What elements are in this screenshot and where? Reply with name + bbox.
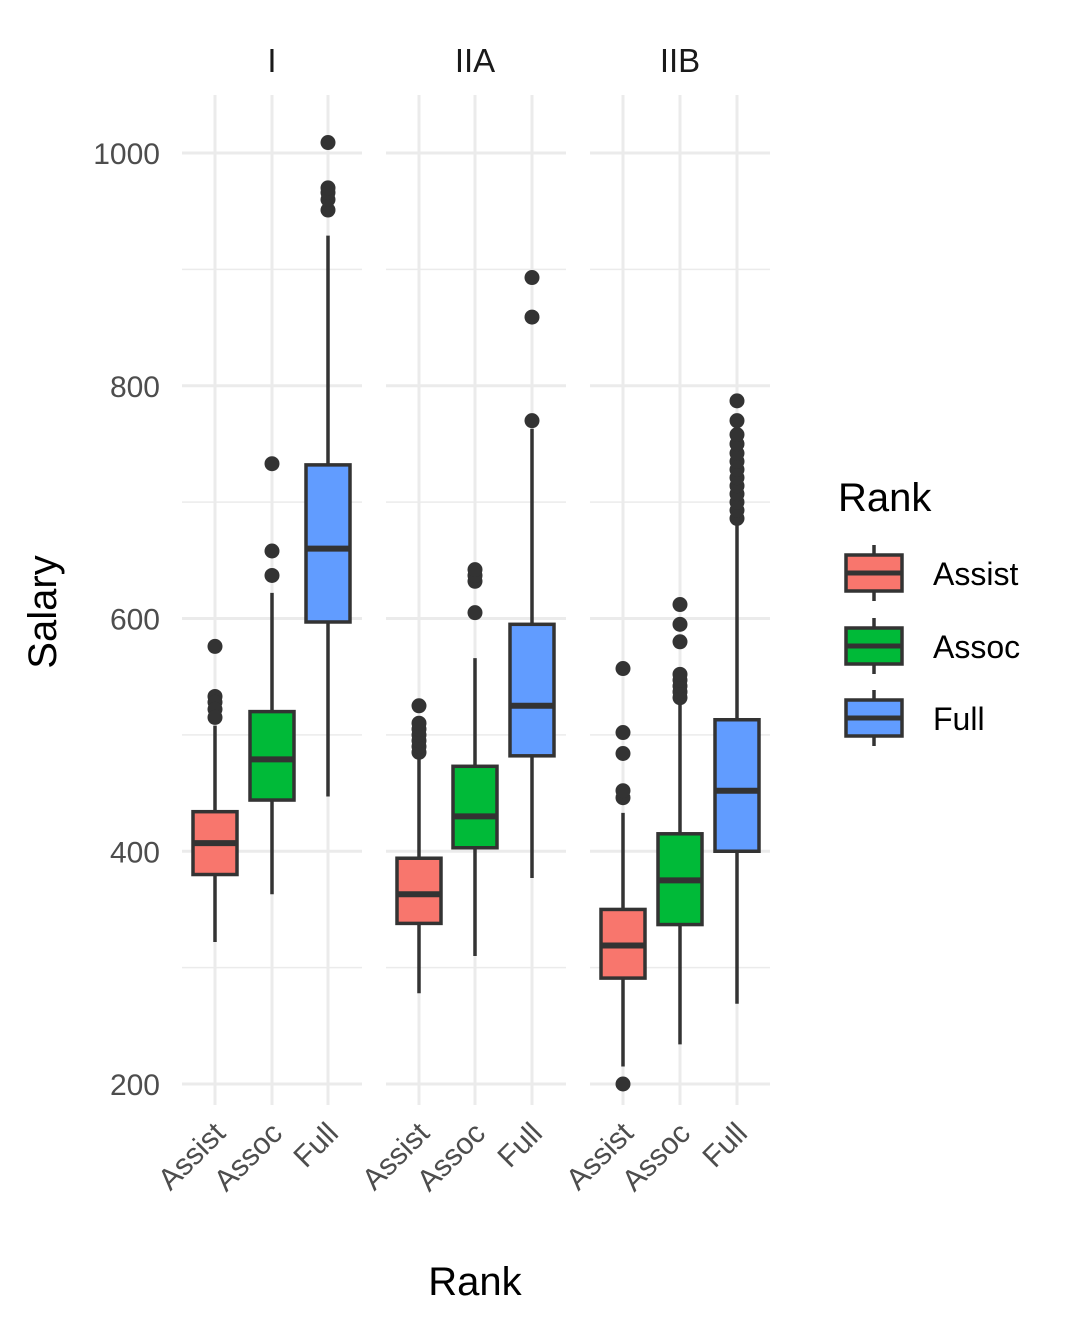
y-tick-label: 800 <box>110 371 160 404</box>
legend-entry-full: Full <box>844 690 985 746</box>
x-tick-label: Full <box>491 1117 549 1175</box>
box-iia-full <box>508 270 556 879</box>
box-body <box>508 622 556 758</box>
outlier-point <box>524 413 540 429</box>
x-tick-label: Full <box>696 1117 754 1175</box>
legend-entry-assist: Assist <box>844 545 1018 601</box>
legend-label: Assoc <box>933 629 1020 665</box>
y-tick-label: 1000 <box>93 138 160 171</box>
facet-label-iib: IIB <box>660 42 700 79</box>
outlier-point <box>320 180 336 196</box>
outlier-point <box>615 725 631 741</box>
legend: Rank Assist Assoc Full <box>838 476 1020 746</box>
outlier-point <box>264 456 280 472</box>
outlier-point <box>320 135 336 151</box>
y-axis-title: Salary <box>21 555 65 668</box>
outlier-point <box>672 616 688 632</box>
x-axis-title: Rank <box>428 1260 522 1304</box>
legend-title: Rank <box>838 476 932 520</box>
outlier-point <box>411 715 427 731</box>
outlier-point <box>320 202 336 218</box>
facet-label-iia: IIA <box>455 42 495 79</box>
box-body <box>395 856 443 926</box>
outlier-point <box>672 634 688 650</box>
outlier-point <box>729 393 745 409</box>
box-body <box>304 463 352 624</box>
outlier-point <box>207 638 223 654</box>
outlier-point <box>729 413 745 429</box>
outlier-point <box>207 709 223 725</box>
box-i-full <box>304 135 352 797</box>
legend-label: Full <box>933 701 985 737</box>
box-iib-assoc <box>656 597 704 1045</box>
box-iib-full <box>713 393 761 1004</box>
outlier-point <box>672 666 688 682</box>
y-axis-tick-labels: 200 400 600 800 1000 <box>93 138 160 1102</box>
box-body <box>713 717 761 854</box>
y-tick-label: 400 <box>110 836 160 869</box>
box-body <box>451 764 499 850</box>
outlier-point <box>467 605 483 621</box>
outlier-point <box>467 562 483 578</box>
x-tick-label: Full <box>287 1117 345 1175</box>
box-i-assist <box>191 638 239 943</box>
facet-label-i: I <box>267 42 276 79</box>
outlier-point <box>615 745 631 761</box>
facet-strip-labels: I IIA IIB <box>267 42 700 79</box>
box-i-assoc <box>248 456 296 895</box>
legend-entry-assoc: Assoc <box>844 618 1020 674</box>
box-iib-assist <box>599 661 647 1092</box>
outlier-point <box>524 309 540 325</box>
outlier-point <box>615 783 631 799</box>
outlier-point <box>264 543 280 559</box>
outlier-point <box>729 427 745 443</box>
legend-label: Assist <box>933 556 1018 592</box>
outlier-point <box>411 698 427 714</box>
outlier-point <box>524 270 540 286</box>
y-tick-label: 200 <box>110 1069 160 1102</box>
outlier-point <box>615 661 631 677</box>
box-body <box>248 709 296 802</box>
box-iia-assist <box>395 698 443 994</box>
boxplot-layer <box>191 135 761 1092</box>
outlier-point <box>615 1076 631 1092</box>
box-iia-assoc <box>451 562 499 956</box>
outlier-point <box>264 567 280 583</box>
outlier-point <box>672 597 688 613</box>
y-tick-label: 600 <box>110 604 160 637</box>
